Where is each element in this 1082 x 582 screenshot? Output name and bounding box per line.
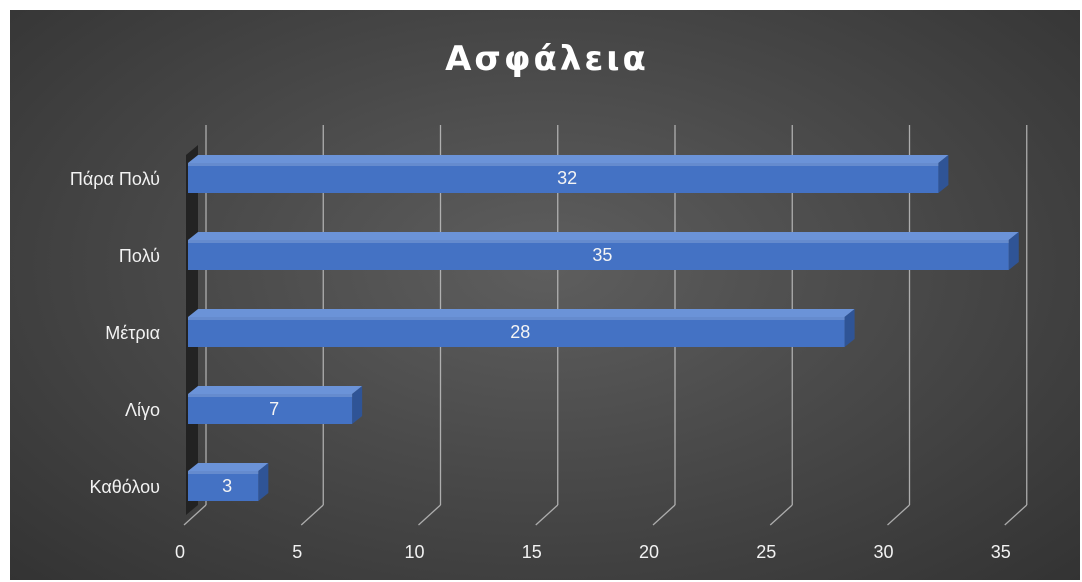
gridline-floor-0 [183, 504, 207, 526]
bar-front-0 [188, 163, 939, 193]
bar-4 [188, 463, 269, 501]
gridline-floor-1 [300, 504, 324, 526]
gridline-floor-3 [535, 504, 559, 526]
bar-top-2 [188, 309, 855, 317]
bar-highlight-4 [188, 471, 259, 474]
bars [188, 155, 1019, 501]
chart-title: Ασφάλεια [445, 39, 649, 79]
tick-label-0: 0 [175, 542, 185, 562]
category-label-0: Πάρα Πολύ [70, 169, 160, 189]
bar-chart: Ασφάλεια Πάρα ΠολύΠολύΜέτριαΛίγοΚαθόλου … [70, 39, 1028, 562]
bar-side-2 [844, 309, 855, 347]
tick-label-1: 5 [292, 542, 302, 562]
bar-side-3 [352, 386, 363, 424]
tick-label-7: 35 [991, 542, 1011, 562]
bar-side-4 [258, 463, 269, 501]
bar-highlight-1 [188, 240, 1009, 243]
data-labels: 32 35 28 7 3 [222, 168, 612, 496]
tick-label-2: 10 [404, 542, 424, 562]
data-label-1: 35 [592, 245, 612, 265]
tick-label-4: 20 [639, 542, 659, 562]
tick-label-3: 15 [522, 542, 542, 562]
tick-label-6: 30 [873, 542, 893, 562]
category-labels: Πάρα Πολύ Πολύ Μέτρια Λίγο Καθόλου [70, 169, 160, 497]
bar-0 [188, 155, 949, 193]
data-label-2: 28 [510, 322, 530, 342]
data-label-4: 3 [222, 476, 232, 496]
category-label-3: Λίγο [125, 400, 160, 420]
category-label-2: Μέτρια [105, 323, 160, 343]
gridline-floor-7 [1004, 504, 1028, 526]
gridline-floor-2 [418, 504, 441, 526]
bar-top-3 [188, 386, 363, 394]
tick-label-5: 25 [756, 542, 776, 562]
data-label-3: 7 [269, 399, 279, 419]
bar-front-1 [188, 240, 1009, 270]
bar-3 [188, 386, 363, 424]
bar-front-4 [188, 471, 259, 501]
chart-frame: Ασφάλεια Πάρα Πολύ Πολύ Μέτρια Λίγο Καθόλου … [10, 10, 1080, 580]
bar-1 [188, 232, 1019, 270]
tick-labels: 0 5 10 15 20 25 30 35 [175, 542, 1011, 562]
category-label-4: Καθόλου [90, 477, 160, 497]
bar-front-2 [188, 317, 845, 347]
bar-top-4 [188, 463, 269, 471]
gridline-floor-4 [652, 504, 676, 526]
bar-highlight-3 [188, 394, 353, 397]
bar-2 [188, 309, 855, 347]
gridline-floor-5 [769, 504, 793, 526]
data-label-0: 32 [557, 168, 577, 188]
bar-side-1 [1008, 232, 1019, 270]
category-label-1: Πολύ [119, 246, 160, 266]
bar-highlight-0 [188, 163, 939, 166]
bar-front-3 [188, 394, 353, 424]
bar-side-0 [938, 155, 949, 193]
bar-highlight-2 [188, 317, 845, 320]
bar-top-1 [188, 232, 1019, 240]
bar-top-0 [188, 155, 949, 163]
gridline-floor-6 [887, 504, 910, 526]
